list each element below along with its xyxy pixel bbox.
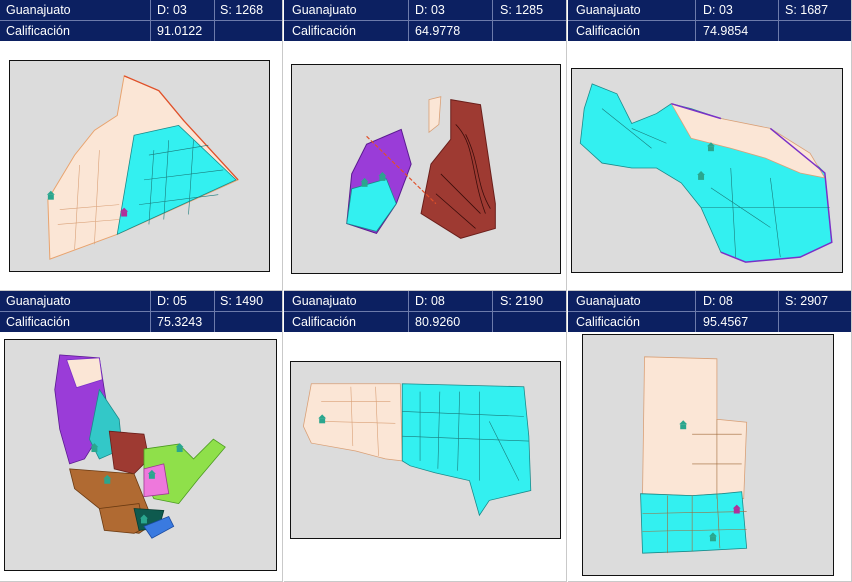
- section-panel-1687: Guanajuato D: 03 S: 1687 Calificación 74…: [568, 0, 852, 291]
- panel-score-row: Calificación 80.9260: [284, 311, 566, 332]
- section-map[interactable]: [4, 339, 277, 571]
- score-label: Calificación: [292, 24, 356, 38]
- section-label: S: 1490: [220, 294, 264, 308]
- state-label: Guanajuato: [576, 3, 641, 17]
- section-label: S: 1268: [220, 3, 264, 17]
- district-label: D: 03: [157, 3, 187, 17]
- score-value: 91.0122: [157, 24, 203, 38]
- section-map[interactable]: [291, 64, 561, 274]
- score-label: Calificación: [576, 24, 640, 38]
- school-marker-icon: [46, 190, 55, 200]
- panel-header-row: Guanajuato D: 08 S: 2190: [284, 291, 566, 311]
- school-marker-icon: [707, 142, 715, 152]
- panel-header-row: Guanajuato D: 08 S: 2907: [568, 291, 851, 311]
- section-panel-2907: Guanajuato D: 08 S: 2907 Calificación 95…: [568, 291, 852, 582]
- school-marker-icon: [103, 474, 112, 484]
- panel-score-row: Calificación 75.3243: [0, 311, 282, 332]
- district-label: D: 08: [703, 294, 733, 308]
- school-marker-icon: [360, 177, 369, 187]
- panel-header-row: Guanajuato D: 03 S: 1268: [0, 0, 282, 20]
- school-marker-icon: [120, 207, 129, 217]
- district-label: D: 03: [703, 3, 733, 17]
- school-marker-icon: [147, 469, 156, 479]
- section-label: S: 2190: [500, 294, 544, 308]
- school-marker-icon: [140, 514, 148, 524]
- score-value: 75.3243: [157, 315, 203, 329]
- school-marker-icon: [175, 443, 184, 453]
- panel-score-row: Calificación 95.4567: [568, 311, 851, 332]
- score-label: Calificación: [576, 315, 640, 329]
- section-panel-1490: Guanajuato D: 05 S: 1490 Calificación 75…: [0, 291, 283, 582]
- section-label: S: 1285: [500, 3, 544, 17]
- state-label: Guanajuato: [292, 294, 357, 308]
- school-marker-icon: [679, 420, 688, 430]
- district-label: D: 08: [415, 294, 445, 308]
- section-panel-1268: Guanajuato D: 03 S: 1268 Calificación 91…: [0, 0, 283, 291]
- section-map[interactable]: [290, 361, 561, 539]
- score-label: Calificación: [6, 24, 70, 38]
- school-marker-icon: [378, 171, 387, 181]
- section-panel-1285: Guanajuato D: 03 S: 1285 Calificación 64…: [284, 0, 567, 291]
- state-label: Guanajuato: [6, 294, 71, 308]
- panel-header-row: Guanajuato D: 03 S: 1687: [568, 0, 851, 20]
- school-marker-icon: [318, 414, 327, 424]
- panel-score-row: Calificación 91.0122: [0, 20, 282, 41]
- section-label: S: 2907: [785, 294, 829, 308]
- section-map[interactable]: [571, 68, 843, 273]
- panel-header-row: Guanajuato D: 03 S: 1285: [284, 0, 566, 20]
- district-label: D: 03: [415, 3, 445, 17]
- school-marker-icon: [732, 504, 741, 514]
- section-map[interactable]: [9, 60, 270, 272]
- score-value: 74.9854: [703, 24, 749, 38]
- score-label: Calificación: [6, 315, 70, 329]
- section-map[interactable]: [582, 334, 834, 576]
- score-value: 80.9260: [415, 315, 461, 329]
- score-value: 64.9778: [415, 24, 461, 38]
- school-marker-icon: [90, 443, 99, 453]
- school-marker-icon: [708, 532, 717, 542]
- school-marker-icon: [697, 170, 706, 180]
- panel-header-row: Guanajuato D: 05 S: 1490: [0, 291, 282, 311]
- state-label: Guanajuato: [6, 3, 71, 17]
- score-label: Calificación: [292, 315, 356, 329]
- section-label: S: 1687: [785, 3, 829, 17]
- panel-score-row: Calificación 74.9854: [568, 20, 851, 41]
- state-label: Guanajuato: [292, 3, 357, 17]
- score-value: 95.4567: [703, 315, 749, 329]
- section-panel-2190: Guanajuato D: 08 S: 2190 Calificación 80…: [284, 291, 567, 582]
- state-label: Guanajuato: [576, 294, 641, 308]
- panel-score-row: Calificación 64.9778: [284, 20, 566, 41]
- district-label: D: 05: [157, 294, 187, 308]
